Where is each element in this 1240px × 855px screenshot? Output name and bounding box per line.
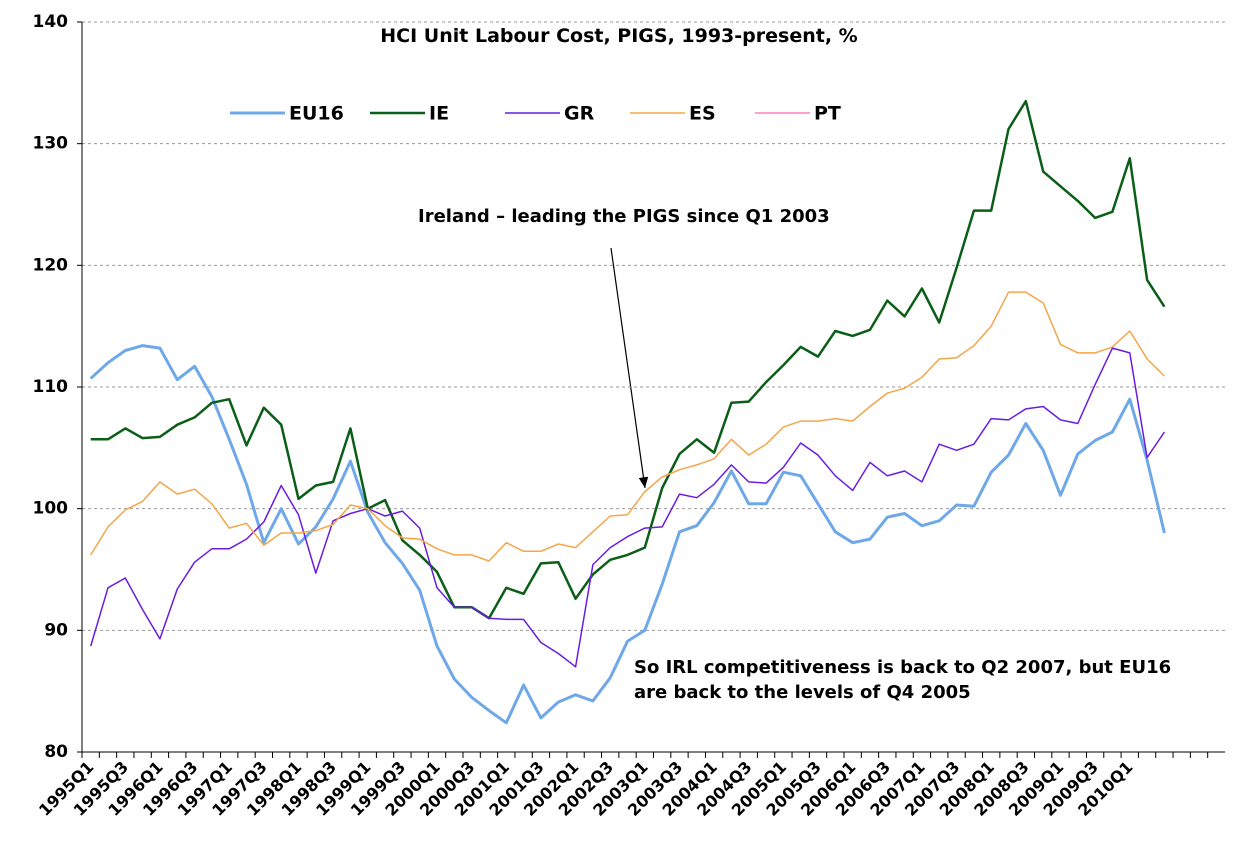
legend-label: ES <box>689 103 716 125</box>
legend-label: EU16 <box>289 103 344 125</box>
annotation-arrow <box>610 247 649 489</box>
series-line <box>89 344 1166 725</box>
annotation: So IRL competitiveness is back to Q2 200… <box>634 657 1171 678</box>
y-tick-label: 80 <box>44 742 68 762</box>
annotation: are back to the levels of Q4 2005 <box>634 682 971 703</box>
y-tick-label: 120 <box>33 255 69 275</box>
legend-label: IE <box>429 103 449 125</box>
series-line <box>90 291 1165 562</box>
y-tick-label: 100 <box>33 499 69 519</box>
series-line <box>89 347 1166 668</box>
annotation: Ireland – leading the PIGS since Q1 2003 <box>418 206 830 227</box>
series-line <box>90 99 1166 620</box>
y-tick-label: 90 <box>44 620 68 640</box>
y-tick-label: 140 <box>33 12 69 32</box>
chart-title: HCI Unit Labour Cost, PIGS, 1993-present… <box>380 25 857 47</box>
legend-label: GR <box>564 103 595 125</box>
legend-label: PT <box>814 103 841 125</box>
y-tick-label: 130 <box>33 134 69 154</box>
y-tick-label: 110 <box>33 377 69 397</box>
